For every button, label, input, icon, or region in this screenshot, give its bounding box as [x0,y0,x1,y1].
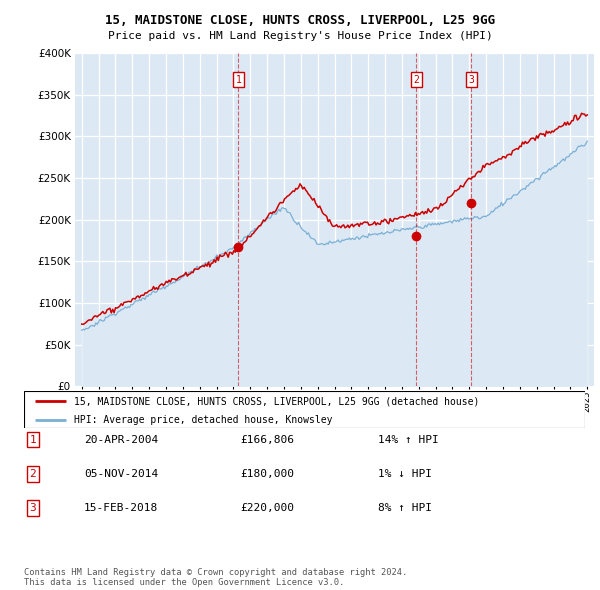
Text: 3: 3 [469,75,474,85]
Text: £166,806: £166,806 [240,435,294,444]
Text: 14% ↑ HPI: 14% ↑ HPI [378,435,439,444]
Text: 15, MAIDSTONE CLOSE, HUNTS CROSS, LIVERPOOL, L25 9GG (detached house): 15, MAIDSTONE CLOSE, HUNTS CROSS, LIVERP… [74,396,480,407]
Text: 1% ↓ HPI: 1% ↓ HPI [378,469,432,478]
Text: 15-FEB-2018: 15-FEB-2018 [84,503,158,513]
Text: 20-APR-2004: 20-APR-2004 [84,435,158,444]
Text: HPI: Average price, detached house, Knowsley: HPI: Average price, detached house, Know… [74,415,333,425]
Text: 1: 1 [29,435,37,444]
Text: Contains HM Land Registry data © Crown copyright and database right 2024.
This d: Contains HM Land Registry data © Crown c… [24,568,407,587]
Text: 2: 2 [413,75,419,85]
FancyBboxPatch shape [24,391,585,428]
Text: 15, MAIDSTONE CLOSE, HUNTS CROSS, LIVERPOOL, L25 9GG: 15, MAIDSTONE CLOSE, HUNTS CROSS, LIVERP… [105,14,495,27]
Text: 3: 3 [29,503,37,513]
Text: 2: 2 [29,469,37,478]
Text: 1: 1 [236,75,241,85]
Text: 05-NOV-2014: 05-NOV-2014 [84,469,158,478]
Text: £180,000: £180,000 [240,469,294,478]
Text: £220,000: £220,000 [240,503,294,513]
Text: 8% ↑ HPI: 8% ↑ HPI [378,503,432,513]
Text: Price paid vs. HM Land Registry's House Price Index (HPI): Price paid vs. HM Land Registry's House … [107,31,493,41]
